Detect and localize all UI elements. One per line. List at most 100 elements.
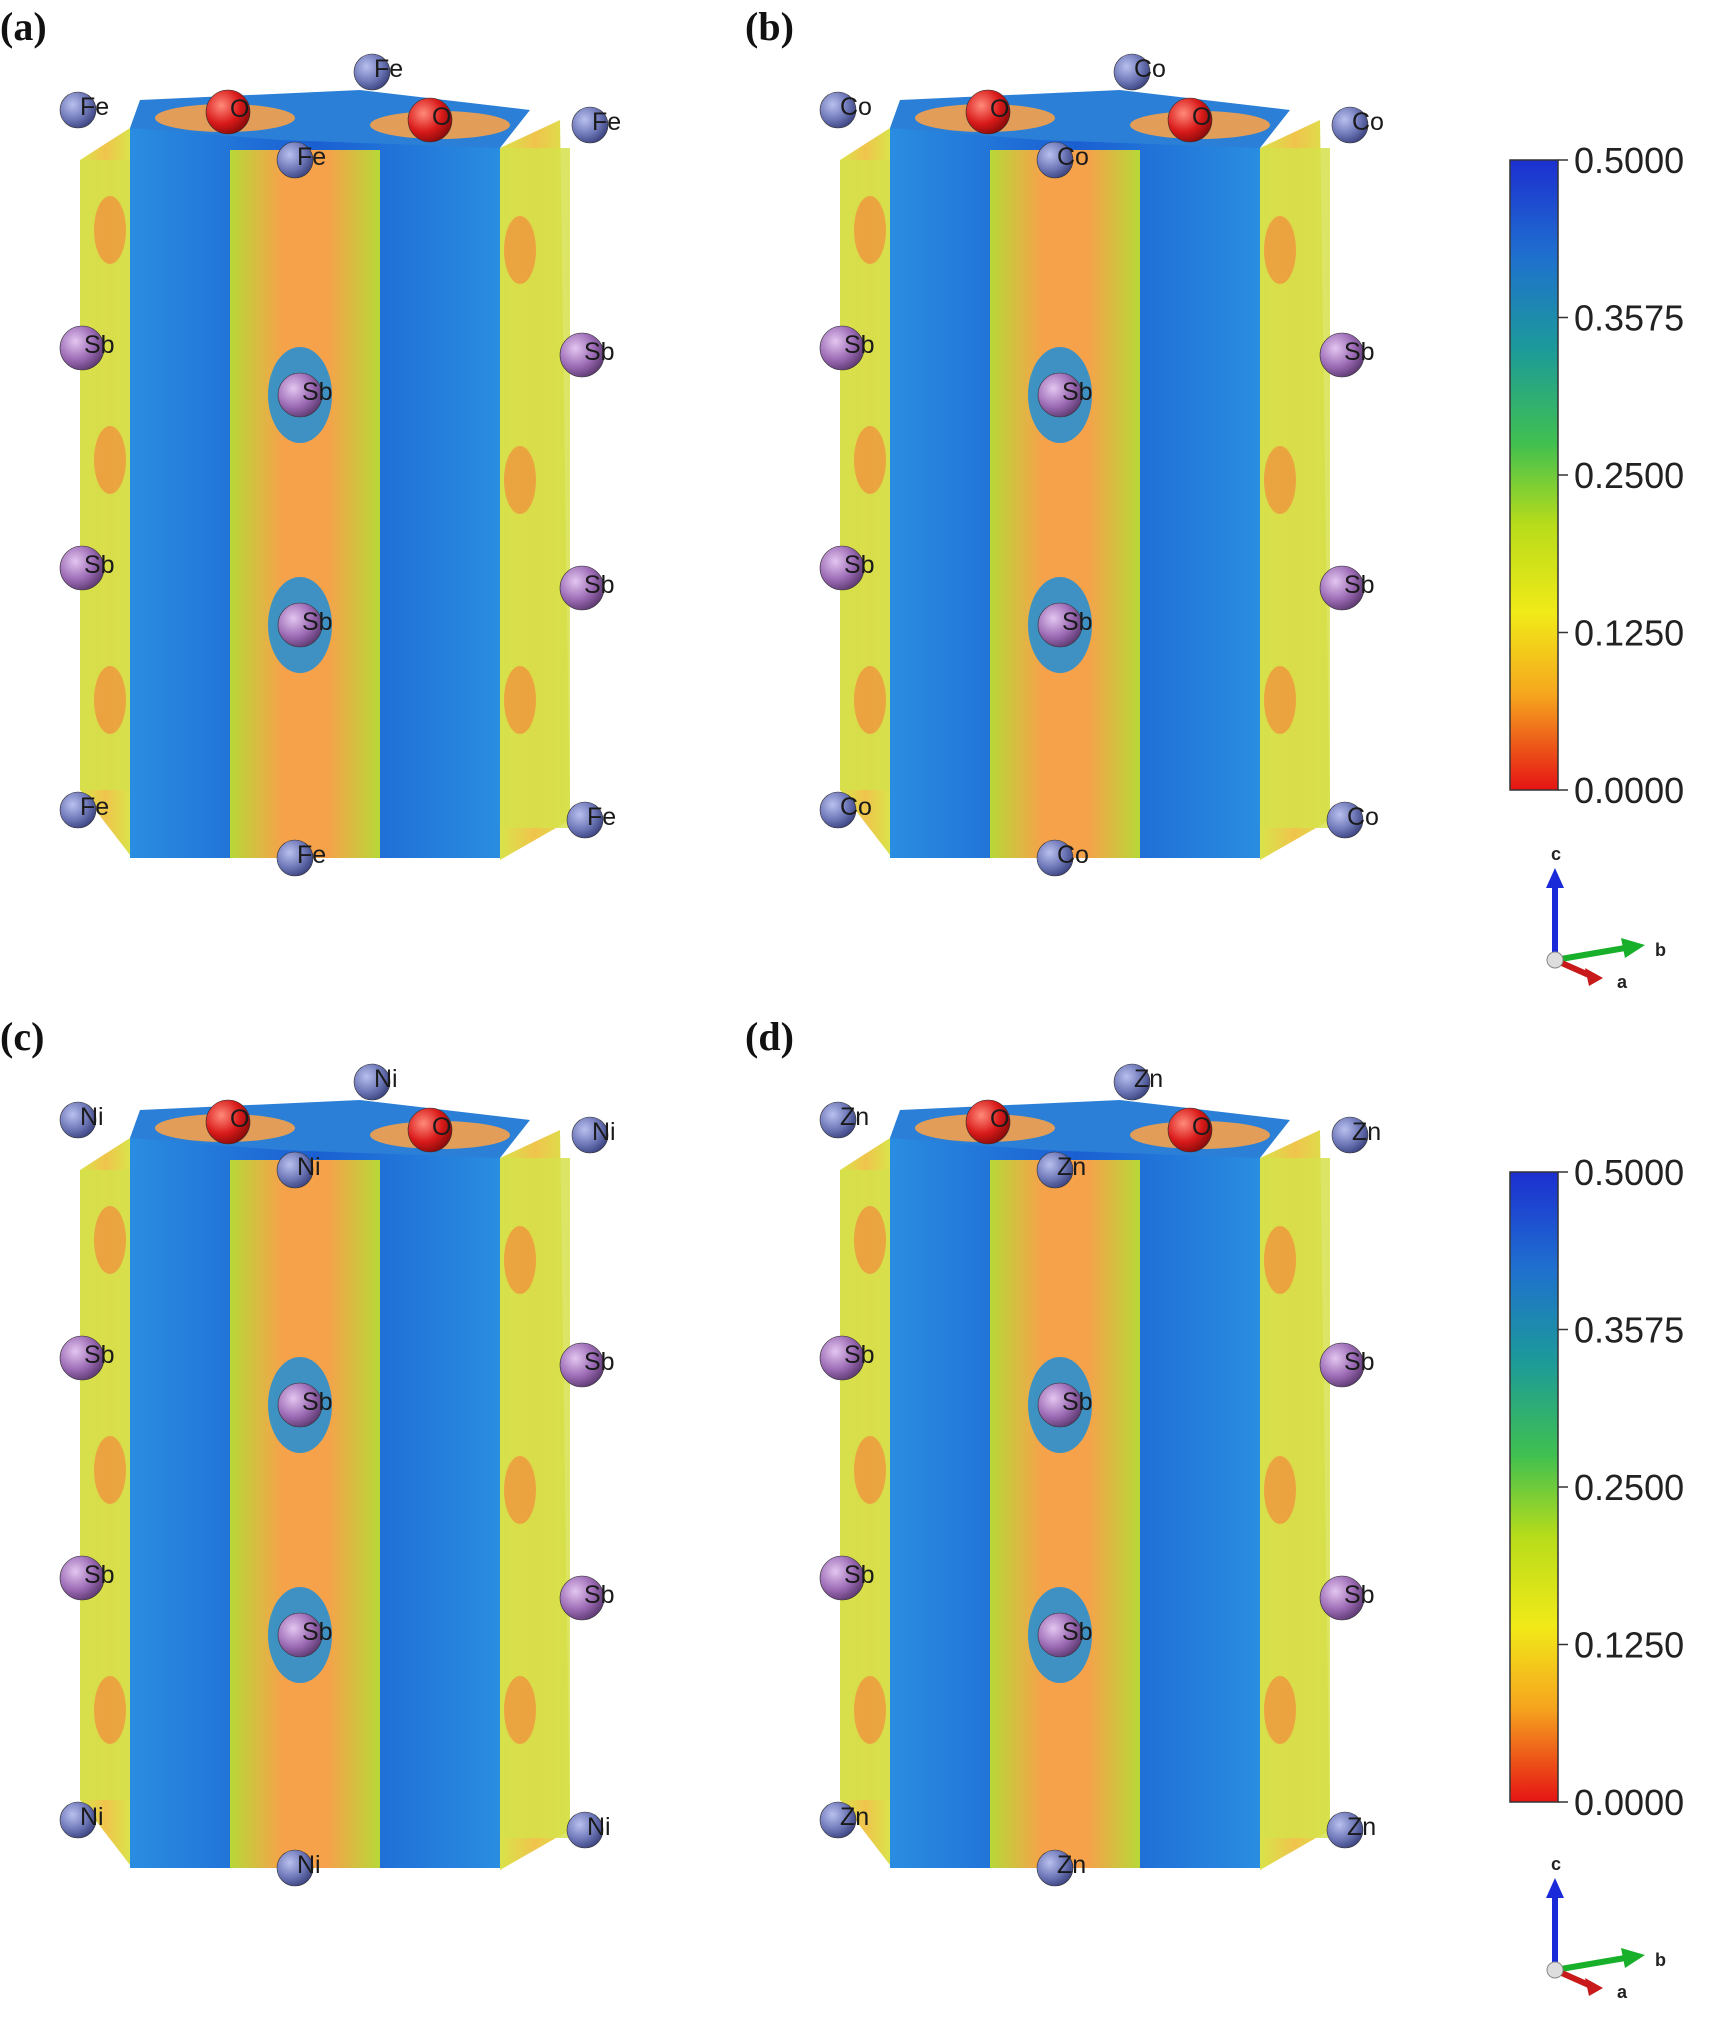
oxygen-atom bbox=[407, 1107, 453, 1153]
atom-label: Ni bbox=[80, 1103, 104, 1131]
atom-label: Sb bbox=[1062, 1618, 1093, 1646]
elf-center-channel bbox=[230, 150, 380, 858]
metal-atom bbox=[819, 91, 857, 129]
elf-lobe bbox=[1264, 216, 1296, 284]
axis-c-head bbox=[1546, 868, 1564, 888]
atom-label: Ni bbox=[80, 1803, 104, 1831]
elf-lobe bbox=[94, 1206, 126, 1274]
atom-label: Co bbox=[1347, 803, 1379, 831]
atom-label: Ni bbox=[297, 1851, 321, 1879]
atom-label: O bbox=[990, 1105, 1009, 1133]
atom-label: O bbox=[1192, 103, 1211, 131]
colorbar-tick-label: 0.3575 bbox=[1574, 1310, 1684, 1351]
axis-origin bbox=[1546, 951, 1564, 969]
sb-atom bbox=[1037, 1612, 1083, 1658]
elf-lobe bbox=[854, 666, 886, 734]
axis-c-label: c bbox=[1551, 1854, 1561, 1874]
atom-label: Ni bbox=[592, 1118, 616, 1146]
metal-atom bbox=[276, 1151, 314, 1189]
sb-atom bbox=[59, 545, 105, 591]
metal-atom bbox=[59, 1101, 97, 1139]
axis-c-label: c bbox=[1551, 844, 1561, 864]
atom-label: Fe bbox=[592, 108, 621, 136]
atom-label: Sb bbox=[844, 1341, 875, 1369]
sb-atom bbox=[1319, 1575, 1365, 1621]
atom-label: Sb bbox=[84, 551, 115, 579]
panel-label: (a) bbox=[0, 4, 47, 49]
sb-atom bbox=[277, 602, 323, 648]
atom-label: Co bbox=[840, 793, 872, 821]
sb-atom bbox=[559, 1575, 605, 1621]
colorbar-scale bbox=[1509, 159, 1559, 791]
panel-label: (c) bbox=[0, 1014, 44, 1059]
atom-label: Sb bbox=[584, 1581, 615, 1609]
metal-atom bbox=[819, 1801, 857, 1839]
elf-lobe bbox=[504, 1676, 536, 1744]
atom-label: Zn bbox=[1134, 1065, 1163, 1093]
atom-label: O bbox=[230, 95, 249, 123]
metal-atom bbox=[276, 141, 314, 179]
elf-lobe bbox=[854, 1206, 886, 1274]
panel-label: (b) bbox=[745, 4, 794, 49]
atom-label: Sb bbox=[1062, 1388, 1093, 1416]
axis-a-head bbox=[1585, 968, 1603, 986]
metal-atom bbox=[353, 1063, 391, 1101]
metal-atom bbox=[1036, 1849, 1074, 1887]
panel-c: (c) Ni Ni Ni Ni Ni Ni Ni O O Sb Sb Sb Sb Sb Sb bbox=[0, 1014, 616, 1887]
atom-label: Ni bbox=[587, 1813, 611, 1841]
panel-b: (b) Co Co Co Co Co Co Co O O Sb Sb Sb Sb Sb Sb bbox=[745, 4, 1384, 877]
sb-atom bbox=[277, 1612, 323, 1658]
elf-lobe bbox=[504, 446, 536, 514]
metal-atom bbox=[59, 91, 97, 129]
atom-label: Sb bbox=[1344, 1348, 1375, 1376]
metal-atom bbox=[566, 1811, 604, 1849]
atom-label: Sb bbox=[302, 1388, 333, 1416]
metal-atom bbox=[1326, 1811, 1364, 1849]
atom-label: Sb bbox=[302, 1618, 333, 1646]
metal-atom bbox=[819, 791, 857, 829]
metal-atom bbox=[1036, 1151, 1074, 1189]
oxygen-atom bbox=[965, 1099, 1011, 1145]
axis-b-arrow bbox=[1554, 945, 1626, 963]
oxygen-atom bbox=[1167, 97, 1213, 143]
elf-center-channel bbox=[990, 1160, 1140, 1868]
crystal-axes-icon: c b a bbox=[1546, 844, 1666, 992]
sb-atom bbox=[819, 1335, 865, 1381]
oxygen-atom bbox=[965, 89, 1011, 135]
sb-atom bbox=[819, 325, 865, 371]
sb-atom bbox=[277, 372, 323, 418]
atom-label: Sb bbox=[302, 608, 333, 636]
atom-label: Fe bbox=[80, 793, 109, 821]
axis-a-label: a bbox=[1617, 972, 1628, 992]
atom-label: Fe bbox=[297, 841, 326, 869]
atom-label: Fe bbox=[297, 143, 326, 171]
atom-label: Co bbox=[1057, 143, 1089, 171]
elf-lobe bbox=[1264, 1676, 1296, 1744]
elf-lobe bbox=[504, 1226, 536, 1294]
atom-label: O bbox=[432, 1113, 451, 1141]
elf-lobe bbox=[1264, 1456, 1296, 1524]
atom-label: Co bbox=[840, 93, 872, 121]
atom-label: Sb bbox=[584, 571, 615, 599]
elf-center-channel bbox=[990, 150, 1140, 858]
colorbar: 0.5000 0.3575 0.2500 0.1250 0.0000 bbox=[1509, 1152, 1684, 1823]
elf-lobe bbox=[504, 216, 536, 284]
metal-atom bbox=[571, 106, 609, 144]
atom-label: Sb bbox=[84, 331, 115, 359]
atom-label: Sb bbox=[844, 1561, 875, 1589]
sb-atom bbox=[559, 332, 605, 378]
elf-lobe bbox=[1264, 666, 1296, 734]
atom-label: O bbox=[230, 1105, 249, 1133]
atom-label: Fe bbox=[374, 55, 403, 83]
atom-label: Sb bbox=[84, 1561, 115, 1589]
atom-label: Ni bbox=[374, 1065, 398, 1093]
atom-label: Sb bbox=[1344, 571, 1375, 599]
atom-label: Fe bbox=[587, 803, 616, 831]
atom-label: Sb bbox=[302, 378, 333, 406]
atom-label: Ni bbox=[297, 1153, 321, 1181]
colorbar-tick-label: 0.1250 bbox=[1574, 1625, 1684, 1666]
colorbar-tick-label: 0.5000 bbox=[1574, 140, 1684, 181]
elf-lobe bbox=[94, 196, 126, 264]
axis-c-head bbox=[1546, 1878, 1564, 1898]
elf-lobe bbox=[854, 1436, 886, 1504]
